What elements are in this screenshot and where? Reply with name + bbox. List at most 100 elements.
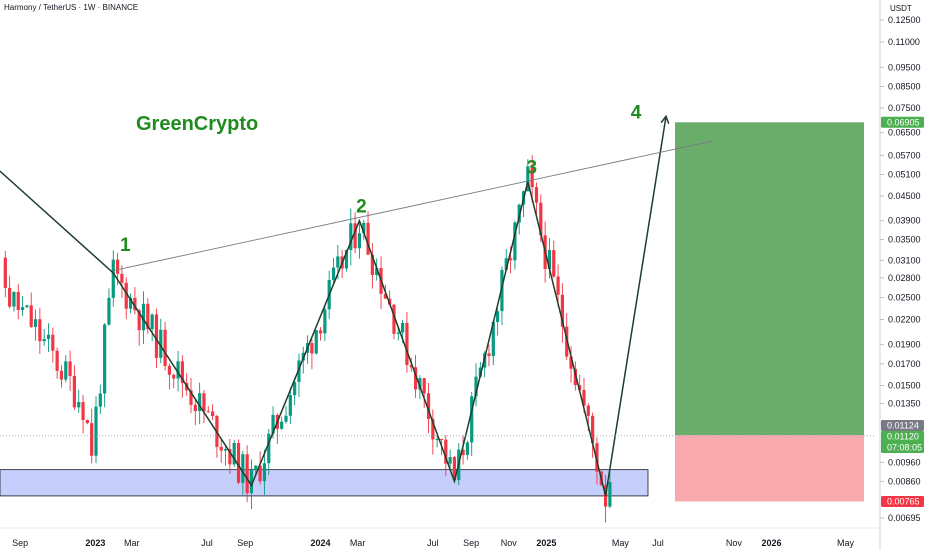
candle-body [25,305,29,308]
candle-body [375,268,379,276]
candle-body [254,465,258,471]
candle-body [85,420,89,424]
candle-body [159,329,163,358]
candle-body [508,258,513,261]
candle-body [474,376,478,397]
price-tick-label: 0.02500 [888,292,921,302]
candle-body [366,222,370,255]
candle-body [591,415,595,444]
candle-body [573,368,577,386]
price-tick-label: 0.11000 [888,37,920,47]
candle-body [314,330,318,354]
candle-body [418,378,422,390]
candle-body [103,324,107,394]
time-tick-label: Nov [501,538,518,548]
price-tick-label: 0.08500 [888,81,921,91]
price-tick-label: 0.01900 [888,340,921,350]
candle-body [124,282,128,309]
candle-body [141,303,146,331]
time-tick-label: Jul [201,538,213,548]
stop-zone [675,435,864,502]
candle-body [452,457,457,481]
chart-title: Harmony / TetherUS · 1W · BINANCE [4,3,139,12]
candle-body [258,465,262,482]
price-tick-label: 0.02200 [888,314,921,324]
price-tick-label: 0.02800 [888,273,921,283]
candle-body [470,396,474,443]
wave-label-1: 1 [120,235,131,256]
candle-body [193,404,197,412]
wave-label-2: 2 [356,197,367,218]
price-tick-label: 0.00860 [888,476,921,486]
candle-body [46,334,51,340]
time-tick-label: May [837,538,855,548]
time-tick-label: May [612,538,630,548]
candle-body [595,443,599,472]
candle-body [245,454,249,494]
candle-body [236,443,241,483]
time-tick-label: Sep [463,538,479,548]
candle-body [167,365,172,375]
candle-body [206,411,210,413]
candle-body [68,361,72,376]
candle-body [401,322,405,333]
candle-body [370,254,374,276]
candle-body [288,395,292,416]
candle-body [249,470,254,494]
price-tick-label: 0.12500 [888,15,921,25]
price-tick-label: 0.07500 [888,103,921,113]
candle-body [72,375,77,408]
price-axis-currency: USDT [890,4,912,13]
candle-body [55,350,59,371]
candle-body [3,257,7,288]
candle-body [353,223,357,249]
candle-body [38,319,42,342]
candle-body [284,415,288,422]
price-tick-label: 0.06500 [888,128,921,138]
candle-body [12,291,16,307]
candle-body [20,307,25,311]
support-zone [0,469,649,497]
candle-body [608,481,612,507]
candle-body [210,411,215,416]
candle-body [297,360,301,382]
candle-body [431,418,435,440]
candle-body [98,393,102,407]
resistance-trendline [113,140,714,272]
candle-body [8,287,12,307]
target-price-tag: 0.06905 [887,117,920,127]
candle-body [513,222,517,261]
candle-body [293,381,297,396]
candle-body [396,332,400,334]
stop-price-tag-bg [881,495,924,507]
candle-body [33,319,38,327]
prev-close-price-tag: 0.01124 [887,421,919,431]
candle-body [318,330,323,334]
candle-body [137,310,141,331]
price-tick-label: 0.03500 [888,234,921,244]
candle-body [357,233,362,249]
candle-body [202,393,206,412]
time-tick-label: Mar [350,538,366,548]
candle-body [323,309,327,334]
candle-body [392,304,396,334]
candle-body [280,421,284,429]
candle-body [172,374,176,379]
brand-label: GreenCrypto [136,113,258,135]
candle-body [310,343,314,354]
candle-body [42,339,46,342]
candle-body [578,385,582,391]
price-tick-label: 0.01700 [888,359,921,369]
candle-body [163,329,167,366]
candle-body [223,449,228,451]
price-tick-label: 0.05100 [888,170,921,180]
time-tick-label: Nov [726,538,743,548]
candle-body [560,294,564,327]
candle-body [478,367,482,377]
candle-body [383,293,387,299]
price-tick-label: 0.00695 [888,513,921,523]
candle-body [90,423,94,456]
price-tick-label: 0.03900 [888,216,921,226]
candle-body [94,406,98,456]
